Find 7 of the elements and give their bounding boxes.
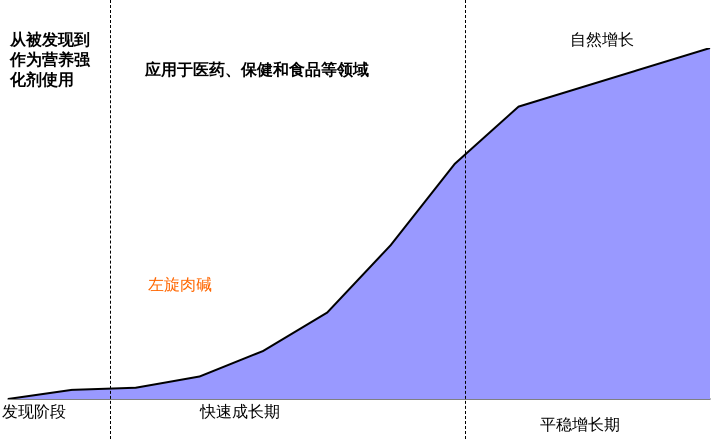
annotation: 应用于医药、保健和食品等领域 (145, 60, 369, 81)
annotation: 从被发现到作为营养强化剂使用 (10, 30, 92, 90)
text: 发现阶段 (2, 402, 66, 423)
text: 平稳增长期 (540, 415, 620, 436)
annotation: 自然增长 (570, 30, 634, 51)
annotation: 左旋肉碱 (148, 275, 212, 296)
text: 快速成长期 (200, 402, 280, 423)
